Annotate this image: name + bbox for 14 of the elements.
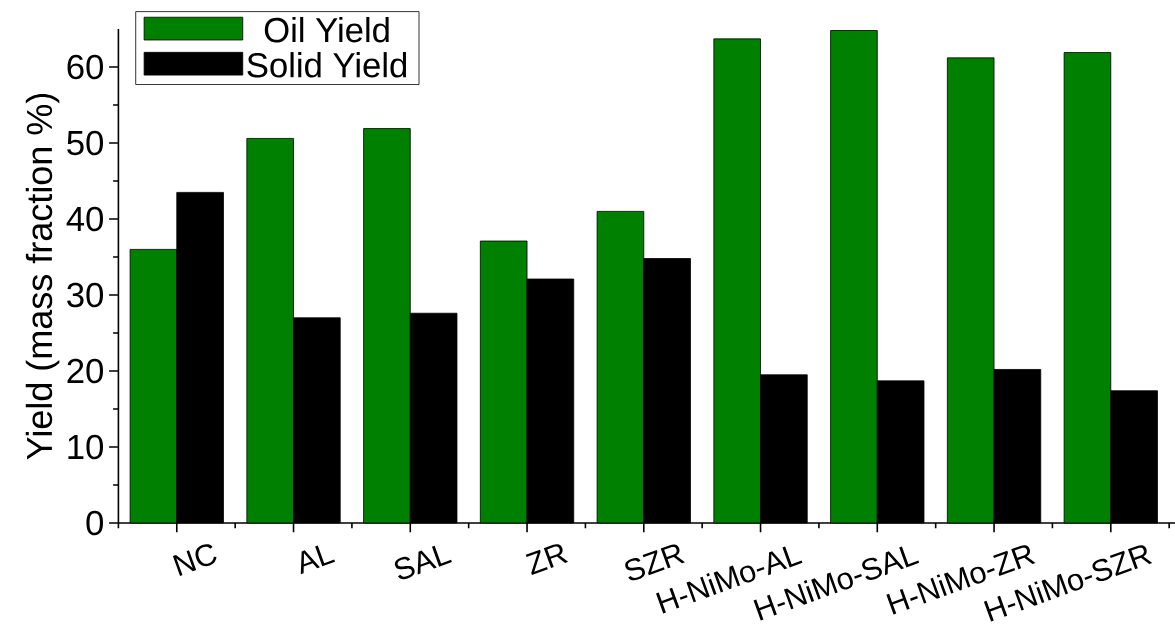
y-tick-label: 60 [67, 54, 103, 80]
y-tick-label: 50 [67, 130, 103, 156]
y-tick-label: 10 [68, 434, 103, 460]
x-tick-label: AL [300, 545, 336, 575]
legend-label: Oil Yield [264, 16, 389, 43]
x-tick-label: ZR [525, 544, 569, 576]
y-tick-label: 40 [66, 206, 103, 232]
y-tick-label: 30 [67, 282, 103, 308]
x-tick-label: NC [172, 544, 217, 576]
y-axis-title: Yield (mass fraction %) [25, 93, 60, 460]
x-tick-label: SAL [394, 545, 452, 580]
y-tick-label: 0 [86, 510, 103, 536]
y-tick-label: 20 [67, 358, 103, 384]
legend-label: Solid Yield [247, 52, 407, 78]
